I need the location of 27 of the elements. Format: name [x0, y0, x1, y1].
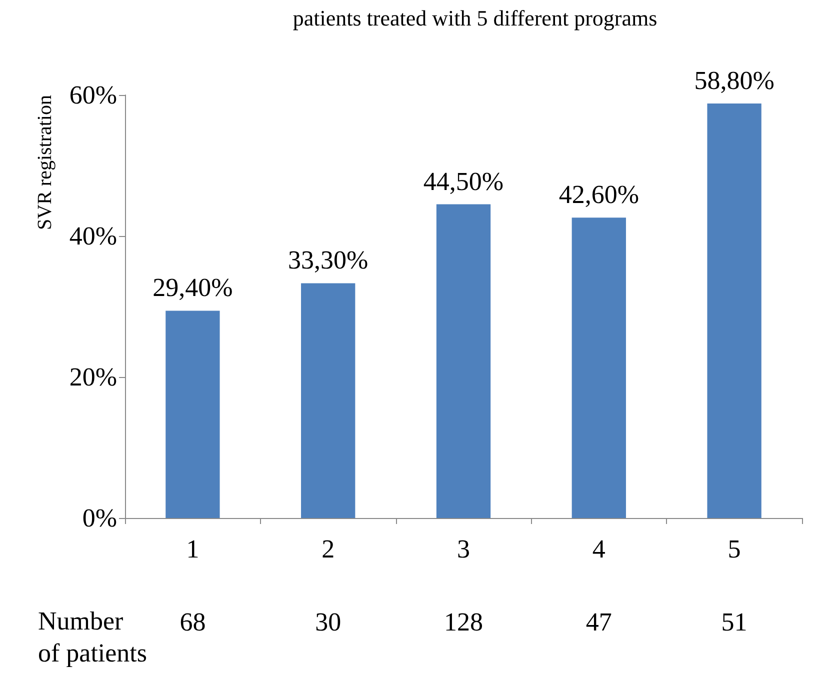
- chart-title: patients treated with 5 different programs: [292, 6, 658, 30]
- x-tick-label: 1: [186, 534, 200, 564]
- bar: [301, 283, 356, 518]
- data-label: 42,60%: [558, 180, 639, 210]
- text: Number of patients: [38, 606, 148, 668]
- text: 128: [444, 608, 483, 636]
- bar: [572, 218, 626, 518]
- data-label: 29,40%: [152, 273, 233, 302]
- bar: [707, 103, 762, 518]
- data-label: 33,30%: [288, 246, 368, 275]
- data-label: 58,80%: [694, 66, 774, 95]
- y-tick-label: 20%: [69, 362, 117, 392]
- x-tick-label: 4: [592, 534, 606, 564]
- x-tick-label: 5: [728, 534, 741, 564]
- bar: [436, 204, 491, 518]
- text: 51: [721, 608, 748, 636]
- y-tick-label: 0%: [82, 504, 117, 532]
- text: 47: [586, 608, 612, 636]
- data-label: 44,50%: [423, 166, 504, 196]
- y-tick-label: 60%: [69, 80, 117, 110]
- x-tick-label: 2: [322, 534, 335, 564]
- text: 68: [180, 608, 206, 636]
- bar: [166, 310, 220, 518]
- text: 30: [315, 608, 342, 636]
- y-axis-title: SVR registration: [34, 95, 56, 230]
- x-tick-label: 3: [457, 534, 470, 564]
- y-tick-label: 40%: [69, 222, 117, 250]
